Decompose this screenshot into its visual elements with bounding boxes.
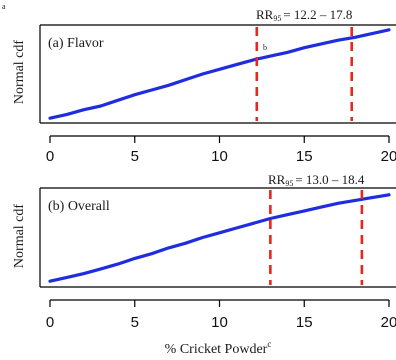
panel-a-x-tick-label-20: 20: [381, 148, 396, 165]
panel-b-x-ticks: 0 5 10 15 20: [46, 299, 396, 331]
panel-a-point-label: b: [263, 43, 267, 52]
x-axis-label-superscript: c: [267, 339, 271, 349]
panel-a-plot-area: [48, 27, 391, 121]
panel-b-rr-range: = 13.0 – 18.4: [295, 172, 365, 187]
panel-b-rr-subscript: 95: [285, 179, 293, 188]
panel-a-ylabel: Normal cdf: [12, 40, 27, 104]
panel-a: Normal cdf (a) Flavor RR95 = 12.2 – 17.8 …: [12, 7, 396, 165]
panel-a-rr-label: RR: [256, 7, 274, 22]
panel-a-x-tick-label-10: 10: [211, 148, 228, 165]
panel-a-x-tick-label-5: 5: [131, 148, 139, 165]
panel-b: Normal cdf (b) Overall RR95 = 13.0 – 18.4…: [12, 172, 396, 331]
panel-b-ylabel: Normal cdf: [12, 204, 27, 268]
panel-a-label: (a) Flavor: [48, 36, 104, 51]
panel-a-x-tick-label-15: 15: [296, 148, 313, 165]
x-axis-label: % Cricket Powderc: [165, 339, 272, 357]
panel-b-label: (b) Overall: [48, 199, 110, 214]
panel-a-cdf-curve: [48, 28, 391, 120]
panel-a-rr-range: = 12.2 – 17.8: [283, 7, 352, 22]
panel-b-x-tick-label-0: 0: [46, 314, 54, 331]
panel-b-x-tick-label-10: 10: [211, 314, 228, 331]
panel-a-rr-subscript: 95: [273, 14, 281, 23]
panel-b-x-tick-label-5: 5: [131, 314, 139, 331]
panel-b-x-tick-label-20: 20: [381, 314, 396, 331]
figure-superscript-a: a: [2, 2, 6, 11]
panel-b-rr-label: RR: [268, 172, 286, 187]
panel-b-plot-area: [48, 190, 391, 285]
panel-a-rr-annotation: RR95 = 12.2 – 17.8: [256, 7, 352, 23]
panel-b-rr-annotation: RR95 = 13.0 – 18.4: [268, 172, 365, 188]
panel-b-cdf-curve: [48, 193, 391, 283]
panel-a-x-ticks: 0 5 10 15 20: [46, 135, 396, 165]
panel-b-x-tick-label-15: 15: [296, 314, 313, 331]
x-axis-label-text: % Cricket Powder: [165, 342, 268, 357]
panel-a-x-tick-label-0: 0: [46, 148, 54, 165]
